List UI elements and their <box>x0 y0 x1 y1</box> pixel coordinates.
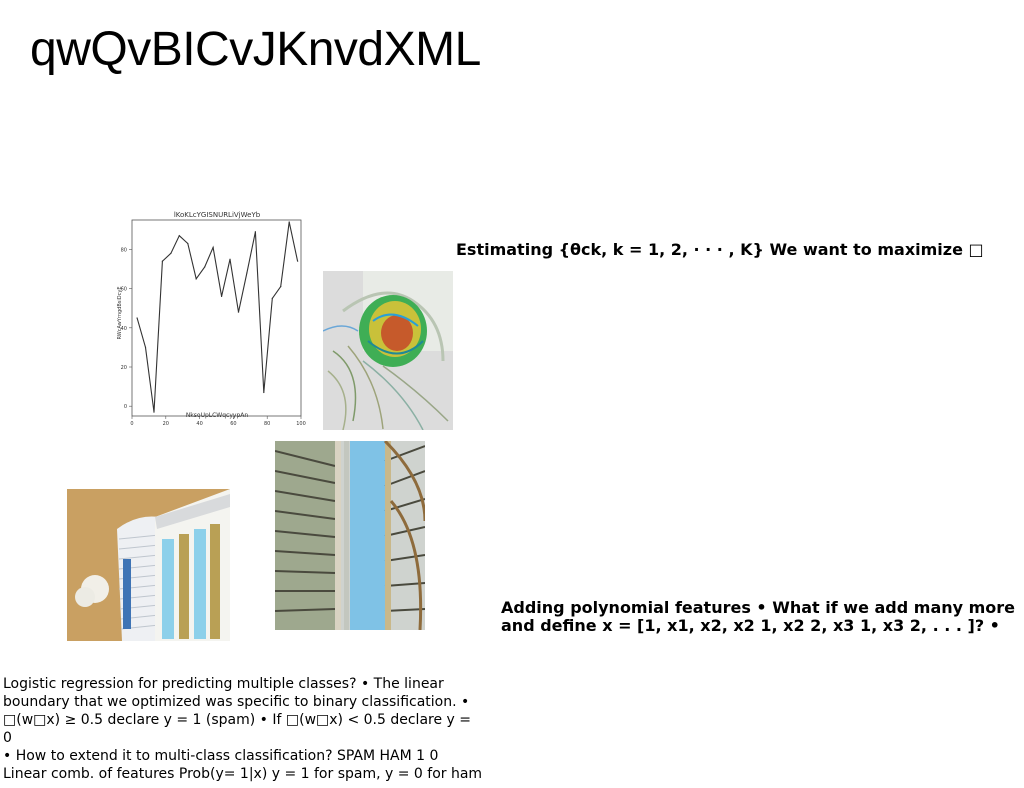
data-point <box>263 391 265 394</box>
polynomial-line-2: and define x = [1, x1, x2, x2 1, x2 2, x… <box>501 616 1000 635</box>
x-tick-label: 40 <box>196 421 202 427</box>
y-tick-label: 80 <box>121 247 127 253</box>
data-point <box>161 260 164 262</box>
body-line: Linear comb. of features Prob(y= 1|x) y … <box>3 766 483 782</box>
chart-plot-frame <box>131 219 302 417</box>
y-tick-label: 0 <box>124 404 127 410</box>
data-point <box>220 295 223 298</box>
series-line <box>136 221 299 413</box>
body-line: • How to extend it to multi-class classi… <box>3 748 439 764</box>
chart-title: lKoKLcYGISNURLiVjWeYb <box>174 211 261 219</box>
data-point <box>271 297 273 299</box>
building-image <box>67 489 230 641</box>
x-tick-label: 60 <box>230 421 236 427</box>
data-point <box>246 272 248 274</box>
body-line: □(w□x) ≥ 0.5 declare y = 1 (spam) • If □… <box>3 712 472 746</box>
data-point <box>144 346 147 348</box>
data-point <box>297 260 299 262</box>
chart-x-label: NksoUpLCWqcyypAn <box>186 412 249 419</box>
data-point <box>254 231 256 233</box>
body-paragraph: Logistic regression for predicting multi… <box>3 675 483 783</box>
data-point <box>136 317 138 319</box>
body-line: boundary that we optimized was specific … <box>3 694 470 710</box>
data-point <box>204 266 206 268</box>
data-point <box>212 246 214 249</box>
chart-y-label: RWcAwYrngdBsiDcyE <box>117 287 123 340</box>
x-tick-label: 20 <box>163 421 169 427</box>
x-tick-label: 80 <box>264 421 270 427</box>
data-point <box>178 235 180 237</box>
polynomial-line-1: Adding polynomial features • What if we … <box>501 598 1016 617</box>
y-tick-label: 40 <box>121 326 127 332</box>
line-chart: 0 20 40 60 80 100 0 20 40 60 80 lKoKLcYGISNURLiVjWe… <box>112 205 312 430</box>
data-point <box>229 258 231 260</box>
data-point <box>237 311 240 313</box>
estimating-text: Estimating {θck, k = 1, 2, · · · , K} We… <box>456 240 984 259</box>
y-tick-label: 20 <box>121 365 127 371</box>
swirl-image <box>323 271 453 430</box>
body-line: Logistic regression for predicting multi… <box>3 676 444 692</box>
x-tick-label: 100 <box>296 421 306 427</box>
staircase-image <box>275 441 425 630</box>
data-point <box>195 278 197 280</box>
data-point <box>280 286 282 288</box>
data-point <box>170 252 172 254</box>
data-point <box>187 242 189 245</box>
x-tick-label: 0 <box>130 421 133 427</box>
line-chart-svg: 0 20 40 60 80 100 0 20 40 60 80 lKoKLcYGISNURLiVjWe… <box>117 211 306 427</box>
slide-title: qwQvBICvJKnvdXML <box>30 23 481 76</box>
y-tick-label: 60 <box>121 287 127 293</box>
data-point <box>153 411 155 413</box>
data-point <box>288 221 290 223</box>
